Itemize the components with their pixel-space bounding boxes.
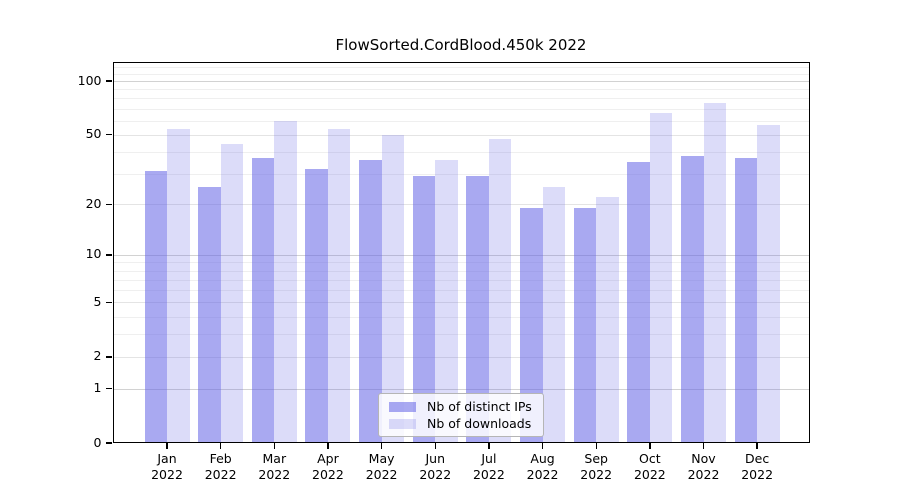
legend-swatch-distinct-ips	[389, 401, 416, 412]
gridline-minor	[112, 334, 810, 336]
bar-ips-feb	[198, 187, 221, 443]
x-tick-label-jul: Jul 2022	[472, 451, 505, 482]
x-tick-label-aug: Aug 2022	[526, 451, 559, 482]
x-tick-dec	[756, 443, 758, 449]
bar-downloads-dec	[757, 124, 780, 443]
bar-downloads-sep	[596, 197, 619, 443]
gridline-minor	[112, 316, 810, 318]
x-tick-sep	[595, 443, 597, 449]
bar-downloads-aug	[542, 187, 566, 443]
bar-downloads-mar	[274, 120, 297, 443]
y-tick-label-1: 1	[93, 380, 102, 396]
x-tick-label-feb: Feb 2022	[204, 451, 237, 482]
bar-ips-apr	[305, 168, 328, 443]
bar-ips-may	[359, 159, 382, 443]
gridline-minor	[112, 89, 810, 91]
y-tick-50	[105, 133, 112, 136]
bar-ips-jan	[144, 171, 167, 443]
bar-downloads-jan	[167, 128, 190, 443]
y-tick-0	[105, 442, 112, 444]
gridline-minor	[112, 98, 810, 100]
x-tick-aug	[541, 443, 544, 449]
bar-ips-mar	[251, 157, 275, 443]
x-tick-mar	[273, 443, 275, 449]
gridline-major	[112, 254, 810, 256]
bar-downloads-feb	[220, 144, 244, 443]
x-tick-label-may: May 2022	[365, 451, 398, 482]
gridline-minor	[112, 151, 810, 153]
x-tick-label-nov: Nov 2022	[687, 451, 720, 482]
y-tick-20	[105, 203, 112, 205]
x-tick-label-apr: Apr 2022	[312, 451, 344, 482]
bar-downloads-nov	[703, 103, 726, 443]
bar-downloads-may	[381, 134, 405, 443]
y-tick-1	[105, 387, 112, 390]
y-tick-label-20: 20	[85, 195, 102, 211]
bar-downloads-jul	[488, 139, 512, 443]
legend-item-downloads: Nb of downloads	[389, 416, 533, 431]
gridline-minor	[112, 290, 810, 292]
y-tick-10	[105, 254, 112, 256]
gridline-major	[112, 388, 810, 390]
legend-label-distinct-ips: Nb of distinct IPs	[427, 399, 532, 414]
y-tick-label-50: 50	[85, 126, 102, 142]
plot-area	[112, 62, 810, 443]
x-tick-oct	[649, 443, 651, 449]
bar-downloads-apr	[327, 128, 351, 443]
gridline-minor	[112, 173, 810, 175]
y-tick-5	[105, 301, 112, 304]
x-tick-jul	[488, 443, 490, 449]
gridline-labeled	[112, 134, 810, 136]
x-tick-label-mar: Mar 2022	[258, 451, 291, 482]
legend: Nb of distinct IPs Nb of downloads	[378, 393, 544, 437]
y-tick-label-10: 10	[85, 246, 102, 262]
y-tick-2	[105, 356, 112, 358]
x-tick-label-dec: Dec 2022	[741, 451, 774, 482]
legend-item-distinct-ips: Nb of distinct IPs	[389, 399, 533, 414]
bar-ips-nov	[681, 155, 704, 443]
gridline-labeled	[112, 356, 810, 358]
x-tick-feb	[219, 443, 222, 449]
gridline-minor	[112, 270, 810, 272]
x-tick-may	[380, 443, 383, 449]
y-tick-label-100: 100	[77, 72, 102, 88]
bar-ips-aug	[520, 208, 543, 443]
gridline-minor	[112, 66, 810, 68]
x-tick-jan	[166, 443, 168, 449]
gridline-minor	[112, 279, 810, 281]
gridline-minor	[112, 108, 810, 110]
x-tick-nov	[702, 443, 705, 449]
x-tick-jun	[434, 443, 436, 449]
bar-ips-sep	[573, 208, 597, 443]
x-tick-label-jan: Jan 2022	[151, 451, 183, 482]
x-tick-label-sep: Sep 2022	[580, 451, 613, 482]
gridline-minor	[112, 120, 810, 122]
x-tick-label-oct: Oct 2022	[633, 451, 666, 482]
legend-label-downloads: Nb of downloads	[427, 416, 532, 431]
x-tick-apr	[327, 443, 329, 449]
y-tick-label-5: 5	[93, 293, 102, 309]
legend-swatch-downloads	[389, 418, 416, 429]
gridline-labeled	[112, 302, 810, 304]
bar-ips-oct	[627, 161, 650, 443]
chart-title: FlowSorted.CordBlood.450k 2022	[335, 36, 587, 54]
bar-ips-jul	[466, 176, 489, 443]
bar-ips-dec	[734, 157, 758, 443]
gridline-minor	[112, 73, 810, 75]
gridline-major	[112, 81, 810, 83]
y-tick-100	[105, 80, 112, 82]
bar-downloads-jun	[435, 159, 458, 443]
y-tick-label-2: 2	[93, 348, 102, 364]
y-tick-label-0: 0	[93, 434, 102, 450]
gridline-minor	[112, 262, 810, 264]
bar-ips-jun	[412, 176, 436, 443]
gridline-labeled	[112, 204, 810, 206]
x-tick-label-jun: Jun 2022	[419, 451, 452, 482]
bar-downloads-oct	[649, 113, 673, 443]
